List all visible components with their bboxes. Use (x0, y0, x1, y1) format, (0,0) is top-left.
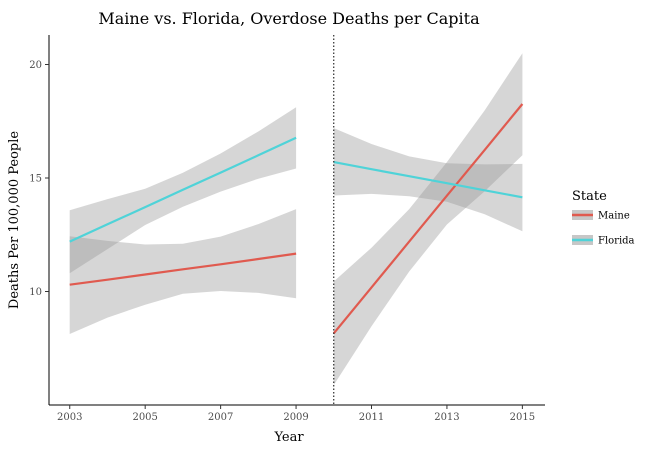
legend-title: State (572, 189, 607, 204)
y-axis-title: Deaths Per 100,000 People (7, 131, 22, 310)
y-tick-label: 15 (29, 174, 42, 185)
x-tick-label: 2003 (57, 412, 82, 423)
x-tick-label: 2011 (359, 412, 384, 423)
x-tick-label: 2015 (510, 412, 535, 423)
line-florida-1 (69, 136, 297, 243)
y-tick-label: 20 (29, 60, 42, 71)
legend-label-maine: Maine (598, 211, 630, 222)
confidence-bands (69, 53, 523, 385)
x-tick-label: 2007 (208, 412, 233, 423)
x-tick-label: 2013 (434, 412, 459, 423)
legend: State Maine Florida (572, 189, 635, 247)
legend-label-florida: Florida (598, 236, 635, 247)
x-tick-label: 2009 (283, 412, 308, 423)
series-lines (69, 103, 524, 334)
y-ticks: 10 15 20 (29, 60, 49, 298)
chart-title: Maine vs. Florida, Overdose Deaths per C… (98, 9, 480, 28)
x-tick-label: 2005 (132, 412, 157, 423)
line-maine-2 (332, 103, 524, 334)
line-maine-1 (69, 252, 297, 286)
line-florida-2 (333, 161, 523, 199)
axes (48, 35, 545, 406)
band-maine-1 (69, 209, 297, 334)
x-ticks: 2003 2005 2007 2009 2011 2013 2015 (57, 405, 535, 423)
y-tick-label: 10 (29, 287, 42, 298)
x-axis-title: Year (273, 430, 304, 445)
